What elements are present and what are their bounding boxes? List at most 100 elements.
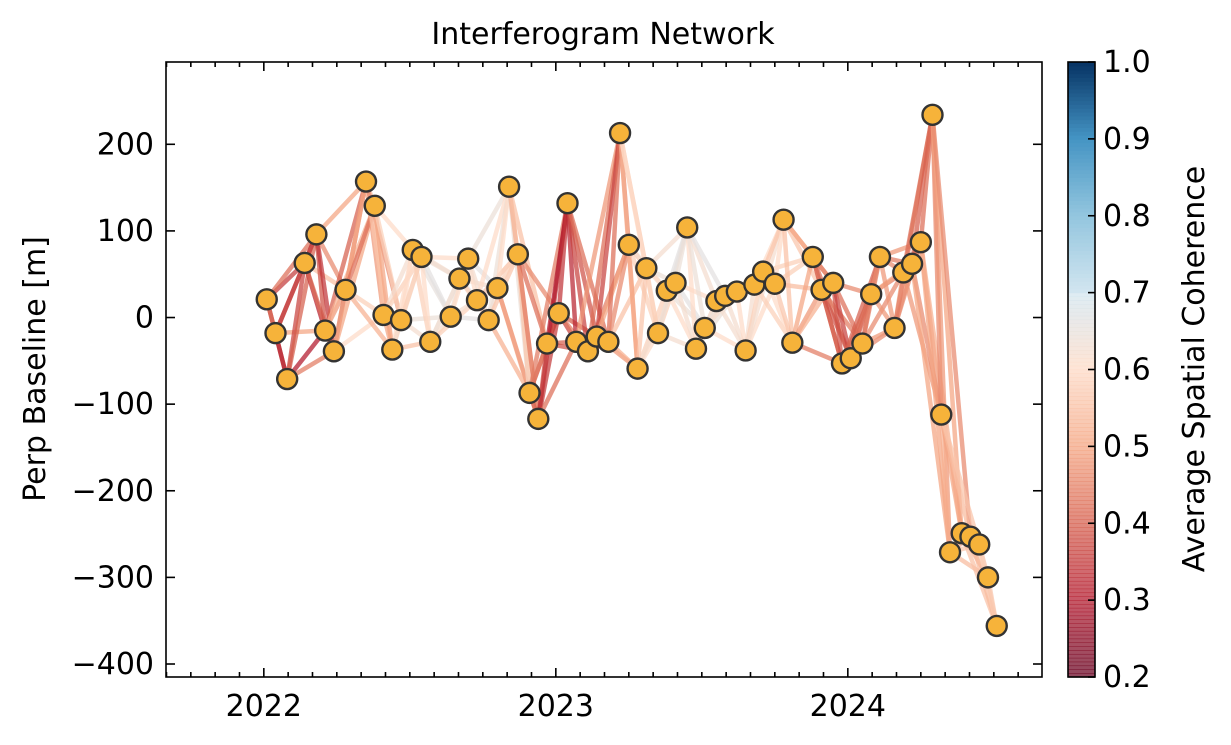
pair-line (556, 200, 570, 316)
pair-line (486, 317, 532, 396)
colorbar-segment (1068, 603, 1095, 609)
colorbar-segment (1068, 415, 1095, 421)
colorbar-segment (1068, 288, 1095, 294)
colorbar-segment (1068, 100, 1095, 105)
colorbar-segment (1068, 546, 1095, 551)
acquisition-marker (921, 103, 944, 127)
colorbar-segment (1068, 261, 1095, 267)
colorbar-segment (1068, 354, 1095, 359)
colorbar-segment (1068, 557, 1095, 563)
colorbar-segment (1068, 400, 1095, 405)
y-tick-label: −400 (72, 647, 154, 682)
acquisition-marker (354, 170, 378, 193)
colorbar-tick-label: 0.6 (1103, 353, 1151, 388)
acquisition-marker (734, 339, 757, 362)
colorbar-segment (1068, 342, 1095, 348)
colorbar-segment (1068, 650, 1095, 655)
pair-line (495, 184, 512, 291)
acquisition-marker (772, 208, 795, 231)
colorbar-segment (1068, 580, 1095, 586)
colorbar-segment (1068, 623, 1095, 628)
colorbar-segment (1068, 392, 1095, 398)
colorbar-segment (1068, 634, 1095, 640)
colorbar-tick-label: 1.0 (1103, 45, 1151, 80)
acquisition-marker (535, 332, 559, 355)
colorbar-segment (1068, 304, 1095, 309)
pair-line (635, 265, 649, 371)
colorbar-segment (1068, 242, 1095, 248)
colorbar-segment (1068, 173, 1095, 178)
acquisition-markers (255, 103, 1008, 638)
colorbar-segment (1068, 223, 1095, 228)
colorbar-segment (1068, 231, 1095, 236)
colorbar-segment (1068, 300, 1095, 305)
acquisition-marker (506, 243, 530, 266)
acquisition-marker (518, 381, 541, 405)
pair-line (343, 287, 395, 352)
colorbar-segment (1068, 384, 1095, 390)
colorbar-segment (1068, 642, 1095, 647)
colorbar-segment (1068, 208, 1095, 213)
colorbar-segment (1068, 404, 1095, 409)
axis-ticks: 2022 2023 2024 −400 −300 −200 −100 0 100 200 (72, 62, 1042, 724)
colorbar-segment (1068, 65, 1095, 71)
colorbar-segment (1068, 396, 1095, 401)
colorbar-segment (1068, 334, 1095, 340)
colorbar-tick-label: 0.2 (1103, 660, 1151, 695)
acquisition-marker (693, 316, 716, 340)
colorbar-segment (1068, 273, 1095, 278)
acquisition-marker (264, 321, 287, 345)
acquisition-marker (781, 331, 804, 354)
colorbar-segment (1068, 411, 1095, 417)
acquisition-marker (334, 278, 357, 302)
colorbar-segment (1068, 534, 1095, 540)
acquisition-marker (457, 247, 480, 270)
colorbar-segment (1068, 661, 1095, 667)
colorbar-segment (1068, 338, 1095, 344)
acquisition-marker (608, 121, 632, 145)
acquisition-marker (646, 321, 670, 345)
y-tick-label: 200 (97, 127, 154, 162)
colorbar-segment (1068, 407, 1095, 413)
colorbar-segment (1068, 423, 1095, 428)
colorbar-segment (1068, 646, 1095, 651)
colorbar-segment (1068, 62, 1095, 67)
colorbar-segment (1068, 215, 1095, 221)
colorbar-segment (1068, 258, 1095, 263)
pair-line (606, 130, 623, 345)
colorbar-segment (1068, 111, 1095, 117)
pair-line (536, 339, 579, 422)
colorbar-segment (1068, 569, 1095, 574)
chart-title: Interferogram Network (431, 17, 775, 52)
colorbar-segment (1068, 88, 1095, 94)
colorbar-segment (1068, 592, 1095, 597)
colorbar-segment (1068, 473, 1095, 478)
pair-line (372, 203, 395, 352)
colorbar-segment (1068, 361, 1095, 367)
colorbar-segment (1068, 377, 1095, 382)
colorbar-segment (1068, 511, 1095, 517)
colorbar-segment (1068, 188, 1095, 194)
colorbar-segment (1068, 311, 1095, 317)
pair-line (684, 225, 707, 331)
acquisition-marker (985, 614, 1008, 638)
acquisition-marker (763, 272, 787, 295)
pair-line (419, 254, 433, 345)
colorbar-tick-label: 0.5 (1103, 429, 1151, 464)
colorbar-segment (1068, 431, 1095, 436)
colorbar-segment (1068, 69, 1095, 75)
acquisition-marker (626, 357, 649, 380)
colorbar-segment (1068, 461, 1095, 467)
colorbar-segment (1068, 488, 1095, 494)
colorbar-segment (1068, 584, 1095, 590)
colorbar-segment (1068, 665, 1095, 670)
colorbar-segment (1068, 281, 1095, 286)
colorbar-segment (1068, 85, 1095, 90)
y-axis-label: Perp Baseline [m] (18, 236, 53, 502)
colorbar-segment (1068, 227, 1095, 232)
pair-line (264, 232, 319, 302)
colorbar-tick-label: 0.7 (1103, 276, 1151, 311)
pair-line (606, 242, 632, 345)
acquisition-marker (293, 251, 316, 275)
colorbar-segment (1068, 81, 1095, 86)
